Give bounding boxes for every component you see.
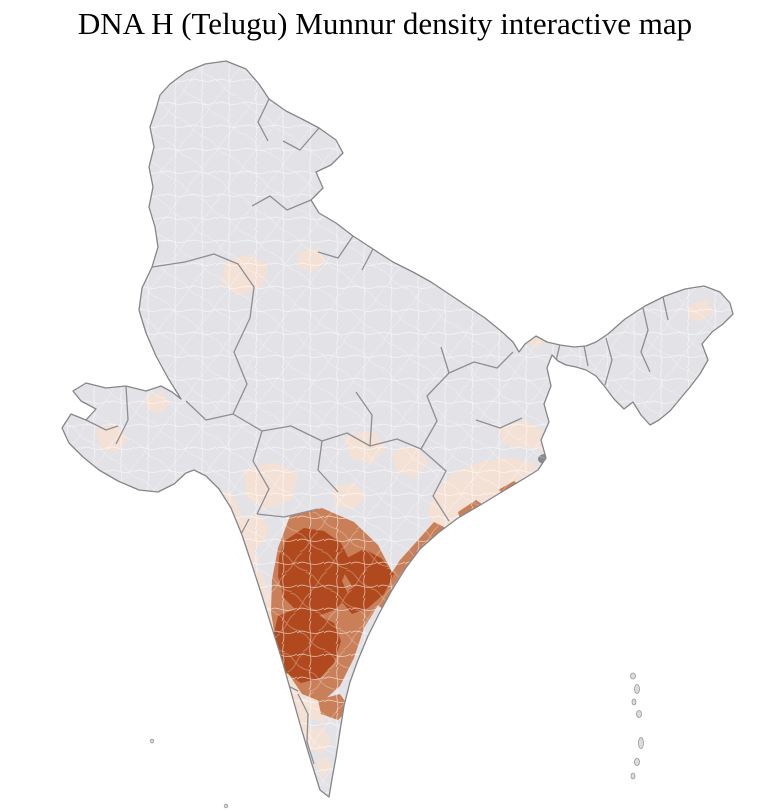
island[interactable] — [631, 698, 637, 706]
island[interactable] — [638, 737, 644, 749]
island[interactable] — [636, 710, 642, 718]
lakshadweep-islands[interactable] — [149, 738, 229, 809]
island[interactable] — [634, 684, 640, 694]
island[interactable] — [149, 738, 155, 744]
island[interactable] — [634, 758, 640, 766]
district-borders-overlay — [62, 61, 733, 797]
island[interactable] — [223, 803, 229, 809]
map-title: DNA H (Telugu) Munnur density interactiv… — [77, 6, 693, 41]
island[interactable] — [630, 672, 636, 680]
andaman-nicobar-islands[interactable] — [630, 672, 644, 780]
india-outline — [61, 60, 734, 798]
island[interactable] — [630, 772, 636, 780]
